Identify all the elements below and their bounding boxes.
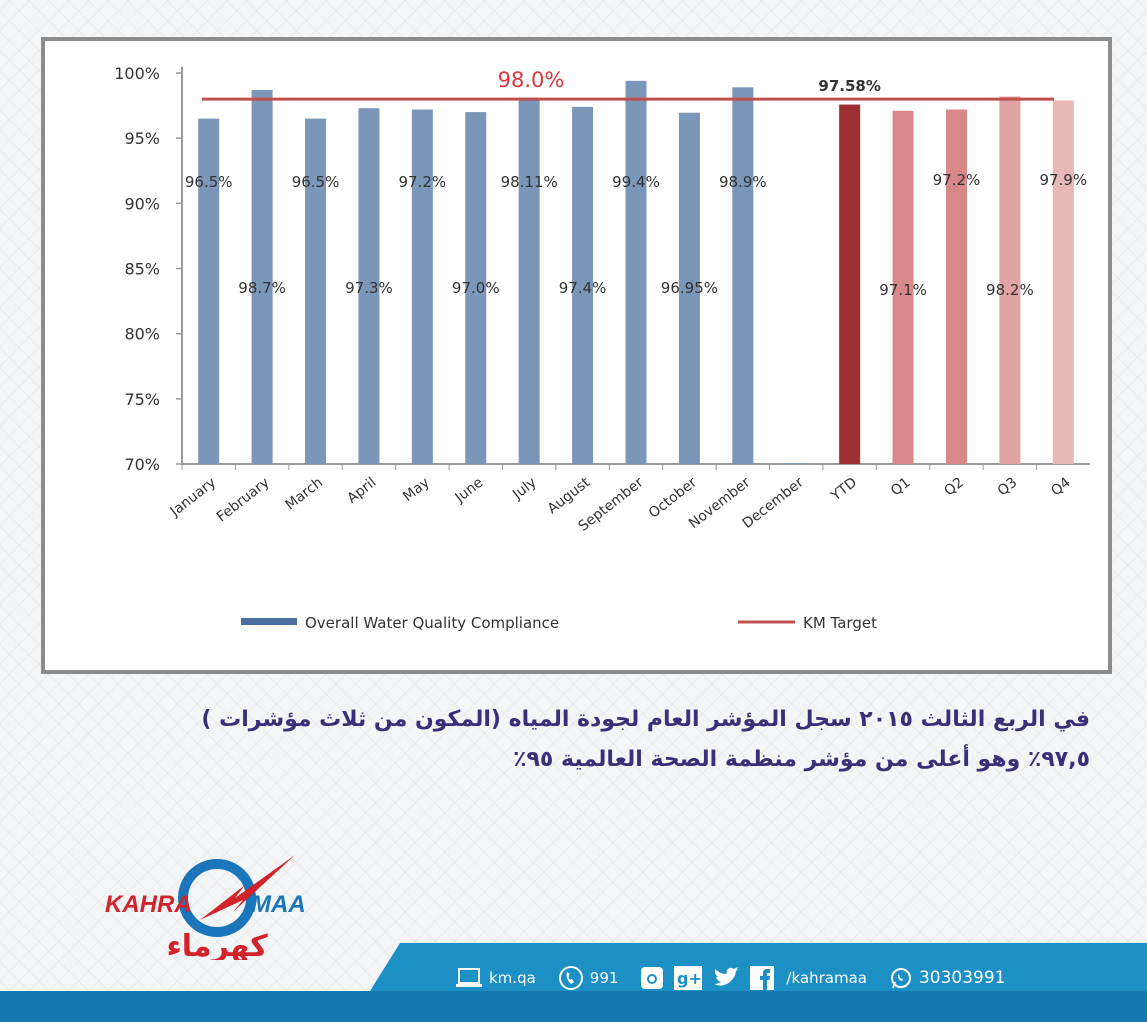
- x-tick-label: Q3: [995, 475, 1021, 500]
- bar-q1: [892, 110, 914, 465]
- y-tick-label: 85%: [124, 260, 160, 279]
- bar-ytd: [839, 104, 861, 465]
- legend-label-target: KM Target: [803, 614, 877, 632]
- logo-text-left: KAHRA: [105, 891, 192, 918]
- bar-september: [625, 80, 647, 464]
- footer-phone[interactable]: 991: [558, 965, 619, 991]
- data-label: 97.3%: [345, 279, 393, 297]
- bar-october: [678, 112, 700, 465]
- google-plus-icon: g+: [674, 966, 703, 990]
- x-tick-label: March: [283, 475, 326, 514]
- bar-june: [465, 112, 487, 464]
- svg-text:g+: g+: [677, 969, 702, 988]
- y-tick-label: 100%: [114, 64, 160, 83]
- y-tick-label: 90%: [124, 194, 160, 213]
- legend-label-compliance: Overall Water Quality Compliance: [305, 614, 559, 632]
- twitter-icon: [714, 967, 740, 986]
- y-tick-label: 75%: [124, 390, 160, 409]
- target-label: 98.0%: [498, 68, 565, 92]
- x-tick-label: Q1: [888, 475, 914, 500]
- data-label: 97.58%: [818, 77, 880, 95]
- caption: في الربع الثالث ٢٠١٥ سجل المؤشر العام لج…: [60, 700, 1090, 780]
- x-tick-label: April: [344, 475, 379, 507]
- footer-website[interactable]: km.qa: [455, 967, 536, 989]
- x-tick-label: YTD: [827, 475, 860, 505]
- data-label: 99.4%: [612, 173, 660, 191]
- bar-q2: [945, 109, 967, 464]
- bar-february: [251, 89, 273, 464]
- caption-line-1: في الربع الثالث ٢٠١٥ سجل المؤشر العام لج…: [201, 707, 1090, 732]
- legend-swatch-compliance: [241, 618, 297, 625]
- data-label: 97.4%: [559, 279, 607, 297]
- bar-january: [198, 118, 220, 464]
- laptop-icon: [456, 968, 482, 987]
- data-label: 98.9%: [719, 173, 767, 191]
- x-tick-label: August: [545, 474, 594, 517]
- logo-ring: [178, 859, 256, 937]
- data-label: 97.1%: [879, 281, 927, 299]
- x-tick-label: July: [509, 475, 539, 504]
- bar-april: [358, 108, 380, 464]
- bar-q3: [999, 96, 1021, 465]
- data-label: 96.95%: [661, 279, 718, 297]
- data-label: 98.11%: [501, 173, 558, 191]
- x-tick-label: February: [214, 475, 273, 526]
- bar-may: [411, 109, 433, 464]
- y-tick-label: 70%: [124, 455, 160, 474]
- data-label: 98.2%: [986, 281, 1034, 299]
- x-tick-label: January: [167, 475, 219, 521]
- kahramaa-logo: KAHRA MAA كهرماء: [105, 855, 306, 960]
- data-label: 97.2%: [933, 171, 981, 189]
- bar-december: [785, 463, 807, 464]
- data-label: 96.5%: [292, 173, 340, 191]
- instagram-icon: [641, 967, 664, 989]
- x-tick-label: May: [400, 475, 433, 505]
- facebook-icon: [750, 966, 775, 990]
- y-tick-label: 80%: [124, 325, 160, 344]
- bar-july: [518, 97, 540, 464]
- x-tick-label: Q4: [1048, 474, 1074, 499]
- x-tick-label: Q2: [941, 475, 967, 500]
- data-label: 96.5%: [185, 173, 233, 191]
- logo-text-right: MAA: [251, 891, 306, 918]
- data-label: 97.9%: [1039, 171, 1087, 189]
- footer-whatsapp[interactable]: 30303991: [889, 966, 1006, 990]
- website-text: km.qa: [489, 969, 536, 987]
- x-tick-label: June: [452, 475, 487, 507]
- footer-social[interactable]: g+ /kahramaa: [640, 966, 867, 990]
- phone-text: 991: [589, 969, 619, 987]
- bar-november: [732, 87, 754, 464]
- whatsapp-text: 30303991: [918, 968, 1006, 988]
- whatsapp-icon: [890, 968, 911, 989]
- bar-march: [305, 118, 327, 464]
- caption-line-2: ٩٧,٥٪ وهو أعلى من مؤشر منظمة الصحة العال…: [513, 747, 1090, 772]
- logo-text-arabic: كهرماء: [166, 929, 268, 960]
- data-label: 97.2%: [399, 173, 447, 191]
- y-tick-label: 95%: [124, 129, 160, 148]
- data-label: 98.7%: [238, 279, 286, 297]
- data-label: 97.0%: [452, 279, 500, 297]
- social-handle-text: /kahramaa: [786, 969, 867, 987]
- bar-august: [572, 106, 594, 465]
- logo-lightning-icon: [200, 855, 295, 920]
- phone-icon: [558, 966, 583, 990]
- bar-q4: [1052, 100, 1074, 464]
- footer-contacts: km.qa 991 g+ /kahramaa: [455, 960, 1027, 996]
